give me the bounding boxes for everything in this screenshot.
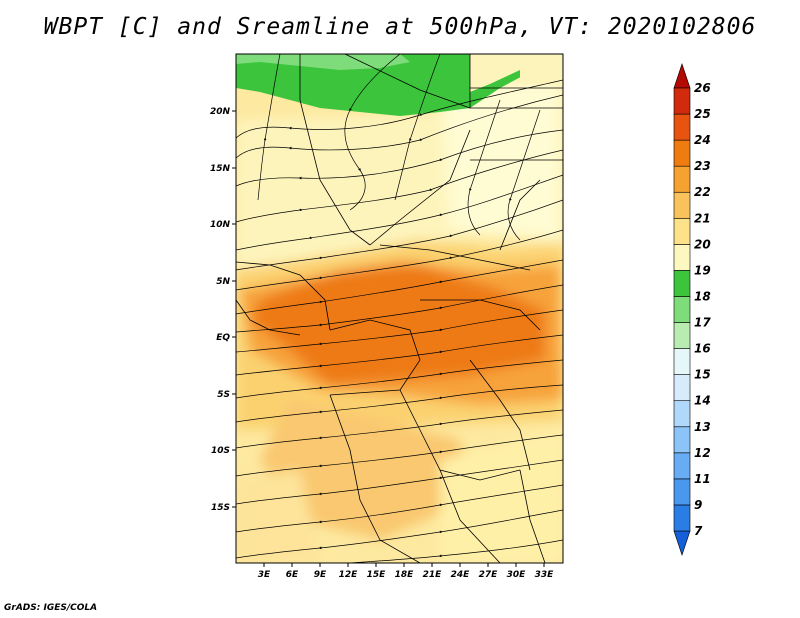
colorbar-bottom-arrow — [673, 530, 691, 556]
colorbar-swatch — [673, 244, 691, 271]
lon-label-27e: 27E — [479, 570, 499, 580]
lon-label-33e: 33E — [535, 570, 555, 580]
colorbar: 7 9 11 12 13 14 15 16 17 18 19 20 21 22 23 24 25 26 — [673, 63, 711, 556]
colorbar-swatch — [673, 478, 691, 506]
colorbar-swatch — [673, 452, 691, 480]
colorbar-label: 12 — [694, 446, 711, 460]
colorbar-swatch — [673, 322, 691, 349]
lat-label-eq: EQ — [216, 333, 230, 343]
colorbar-swatch — [673, 426, 691, 454]
credit-label: GrADS: IGES/COLA — [4, 603, 98, 613]
lon-label-9e: 9E — [314, 570, 327, 580]
lon-label-24e: 24E — [451, 570, 471, 580]
lon-label-30e: 30E — [507, 570, 527, 580]
lon-label-12e: 12E — [339, 570, 359, 580]
colorbar-label: 14 — [694, 394, 711, 408]
lat-label-15n: 15N — [210, 164, 231, 174]
colorbar-swatch — [673, 400, 691, 428]
colorbar-label: 15 — [694, 368, 711, 382]
colorbar-swatch — [673, 139, 691, 167]
colorbar-label: 23 — [694, 159, 711, 173]
colorbar-label: 25 — [694, 107, 711, 121]
colorbar-label: 19 — [694, 263, 711, 277]
colorbar-swatch — [673, 374, 691, 402]
wbpt-field — [236, 54, 563, 563]
colorbar-label: 22 — [694, 185, 711, 199]
lon-label-3e: 3E — [258, 570, 271, 580]
colorbar-swatch — [673, 296, 691, 323]
colorbar-label: 17 — [694, 316, 711, 330]
colorbar-top-arrow — [673, 63, 691, 89]
lat-label-15s: 15S — [211, 503, 230, 513]
colorbar-swatch — [673, 113, 691, 141]
colorbar-swatch — [673, 504, 691, 532]
lat-label-10n: 10N — [210, 220, 231, 230]
chart-title: WBPT [C] and Sreamline at 500hPa, VT: 20… — [43, 14, 757, 40]
map-frame — [235, 53, 564, 564]
colorbar-label: 9 — [694, 498, 702, 512]
lon-label-21e: 21E — [423, 570, 443, 580]
colorbar-label: 24 — [694, 133, 711, 147]
longitude-axis: 3E 6E 9E 12E 15E 18E 21E 24E 27E 30E 33E — [258, 563, 554, 580]
lon-label-15e: 15E — [367, 570, 387, 580]
colorbar-swatch — [673, 348, 691, 375]
lon-label-6e: 6E — [286, 570, 299, 580]
latitude-axis: 20N 15N 10N 5N EQ 5S 10S 15S — [210, 107, 236, 513]
colorbar-label: 13 — [694, 420, 711, 434]
colorbar-label: 18 — [694, 289, 711, 303]
lat-label-5n: 5N — [216, 277, 230, 287]
colorbar-swatch — [673, 165, 691, 193]
lat-label-20n: 20N — [210, 107, 231, 117]
colorbar-label: 21 — [694, 211, 711, 225]
lat-label-10s: 10S — [211, 446, 230, 456]
colorbar-label: 11 — [694, 472, 711, 486]
lat-label-5s: 5S — [217, 390, 230, 400]
colorbar-label: 20 — [694, 237, 711, 251]
colorbar-label: 7 — [694, 524, 703, 538]
colorbar-swatch — [673, 87, 691, 115]
colorbar-swatch — [673, 270, 691, 297]
colorbar-label: 16 — [694, 342, 711, 356]
colorbar-label: 26 — [694, 81, 711, 95]
colorbar-swatch — [673, 217, 691, 245]
lon-label-18e: 18E — [395, 570, 415, 580]
colorbar-swatch — [673, 191, 691, 219]
